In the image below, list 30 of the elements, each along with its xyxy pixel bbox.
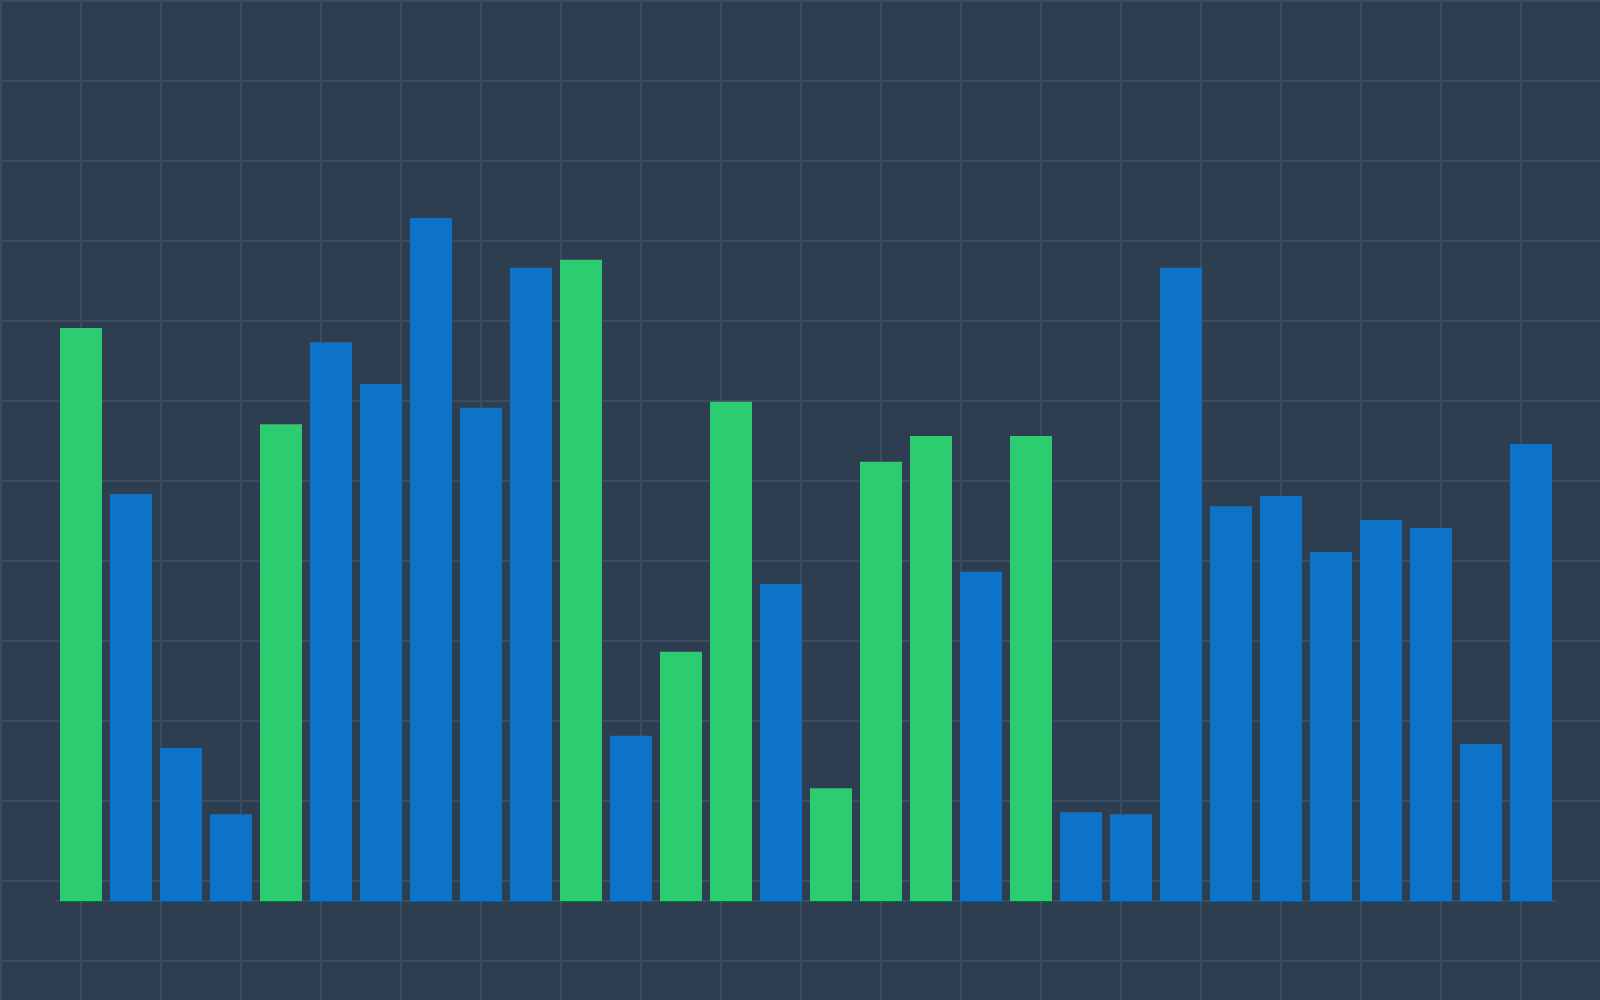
bar [1060, 812, 1102, 901]
bar [1460, 743, 1502, 901]
bar [210, 814, 252, 901]
bar [560, 259, 602, 901]
bar [710, 401, 752, 901]
bar [410, 218, 452, 901]
bar [910, 435, 952, 901]
bar [360, 383, 402, 901]
bar [310, 342, 352, 901]
bar [810, 788, 852, 901]
bar [1260, 495, 1302, 901]
bar [1410, 528, 1452, 901]
bar [1510, 444, 1552, 901]
bar [610, 735, 652, 901]
bar [960, 571, 1002, 901]
bar [1360, 519, 1402, 901]
bar [660, 651, 702, 901]
bar [110, 493, 152, 901]
bar [460, 407, 502, 901]
bar [260, 424, 302, 901]
bar [160, 748, 202, 901]
bar [1110, 814, 1152, 901]
bar [1310, 551, 1352, 901]
bar [760, 584, 802, 901]
bar [60, 327, 102, 901]
bar [510, 267, 552, 901]
bar [1210, 506, 1252, 901]
bar [860, 461, 902, 901]
bar [1160, 267, 1202, 901]
bar [1010, 435, 1052, 901]
